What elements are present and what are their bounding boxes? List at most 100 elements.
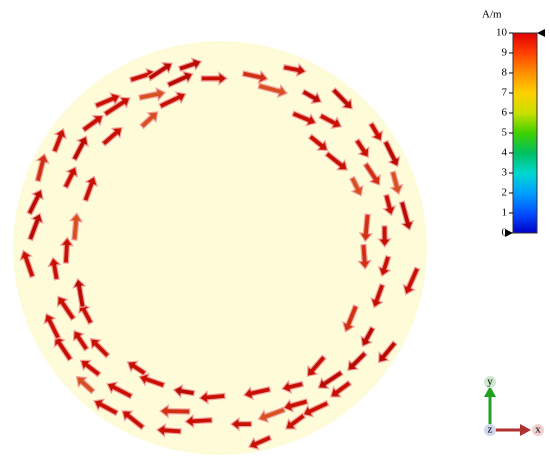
field-arrow — [75, 376, 96, 395]
colorbar-tick-label: 4 — [502, 147, 508, 159]
field-arrow — [34, 152, 50, 183]
field-arrow — [302, 399, 330, 418]
z-axis-badge — [484, 424, 496, 436]
field-arrow — [71, 135, 89, 162]
field-arrow — [198, 390, 226, 405]
colorbar-tick-label: 9 — [502, 47, 508, 59]
field-arrow — [62, 166, 79, 190]
field-arrow — [155, 423, 182, 438]
colorbar-tick-label: 5 — [502, 127, 508, 139]
x-axis-label: x — [535, 424, 541, 436]
colorbar-tick-label: 10 — [496, 27, 508, 39]
field-arrow — [368, 121, 384, 142]
field-arrow — [100, 127, 123, 147]
field-arrow — [377, 254, 392, 278]
field-arrow — [329, 379, 353, 398]
colorbar-unit: A/m — [482, 9, 502, 21]
x-axis-head — [520, 424, 531, 436]
colorbar-tick-label: 8 — [502, 67, 508, 79]
axis-triad: y x z — [484, 376, 544, 436]
field-arrow — [358, 213, 374, 243]
field-arrow — [291, 110, 317, 127]
field-arrow — [26, 188, 44, 216]
field-arrow — [147, 61, 174, 82]
field-arrow — [53, 335, 74, 362]
field-arrow — [159, 403, 191, 419]
field-arrow — [377, 340, 398, 364]
field-arrow — [229, 416, 253, 432]
field-arrow — [342, 304, 360, 333]
field-arrow — [281, 379, 305, 394]
y-axis-head — [484, 386, 496, 397]
field-arrow — [94, 92, 121, 109]
field-arrow — [177, 57, 203, 72]
field-arrow — [158, 91, 187, 110]
field-arrow — [68, 212, 84, 241]
field-arrow — [184, 413, 213, 429]
field-arrow — [284, 412, 307, 430]
field-arrow — [79, 359, 102, 378]
field-arrow — [106, 381, 134, 400]
field-arrow — [353, 138, 370, 159]
field-arrow — [307, 133, 329, 152]
colorbar-max-marker — [537, 29, 545, 37]
field-arrow — [102, 96, 131, 118]
colorbar-tick-label: 6 — [502, 107, 508, 119]
field-arrow — [370, 283, 386, 309]
field-arrow — [19, 249, 36, 279]
z-axis-label: z — [488, 424, 493, 436]
field-arrow — [242, 386, 272, 401]
field-arrow — [347, 350, 368, 372]
field-arrow — [82, 175, 99, 203]
field-arrow — [402, 266, 421, 296]
field-arrow — [301, 88, 323, 104]
field-arrow — [72, 329, 90, 352]
field-arrow — [257, 406, 286, 423]
field-arrow — [241, 70, 269, 85]
field-arrow — [56, 295, 77, 322]
field-arrow — [317, 369, 344, 390]
field-arrow — [126, 360, 148, 377]
field-arrow — [72, 277, 87, 309]
field-arrow — [59, 236, 75, 264]
field-arrow — [282, 62, 307, 77]
field-arrow — [47, 256, 62, 281]
field-arrow — [382, 139, 401, 168]
field-arrow — [377, 225, 392, 248]
colorbar-tick-label: 0 — [502, 227, 508, 239]
field-arrow — [257, 82, 288, 99]
field-arrow — [306, 354, 327, 378]
field-arrow — [324, 150, 349, 171]
field-arrow — [398, 200, 415, 232]
field-arrow — [282, 398, 309, 413]
y-axis-badge — [484, 376, 496, 388]
field-arrow — [360, 325, 376, 348]
colorbar-tick-label: 3 — [502, 167, 508, 179]
field-arrow — [362, 161, 381, 186]
colorbar-tick-label: 7 — [502, 87, 508, 99]
field-arrow — [318, 112, 343, 130]
field-arrow — [172, 384, 196, 399]
field-arrow — [89, 337, 111, 359]
colorbar-tick-label: 1 — [502, 207, 508, 219]
field-arrow — [166, 70, 194, 89]
field-arrow — [247, 434, 273, 451]
colorbar-min-marker — [505, 229, 513, 237]
field-arrow — [389, 170, 404, 196]
field-arrows — [19, 57, 421, 451]
field-arrow — [349, 175, 364, 197]
field-arrow — [382, 193, 397, 217]
field-arrow — [121, 410, 146, 431]
field-arrow — [81, 114, 104, 133]
field-arrow — [330, 87, 353, 110]
x-axis-badge — [532, 424, 544, 436]
colorbar-tick-label: 2 — [502, 187, 508, 199]
field-arrow — [357, 243, 372, 270]
field-arrow — [200, 71, 228, 86]
y-axis-label: y — [487, 376, 493, 388]
field-arrow — [27, 212, 44, 242]
field-arrow — [43, 312, 62, 341]
field-arrow — [139, 111, 159, 130]
